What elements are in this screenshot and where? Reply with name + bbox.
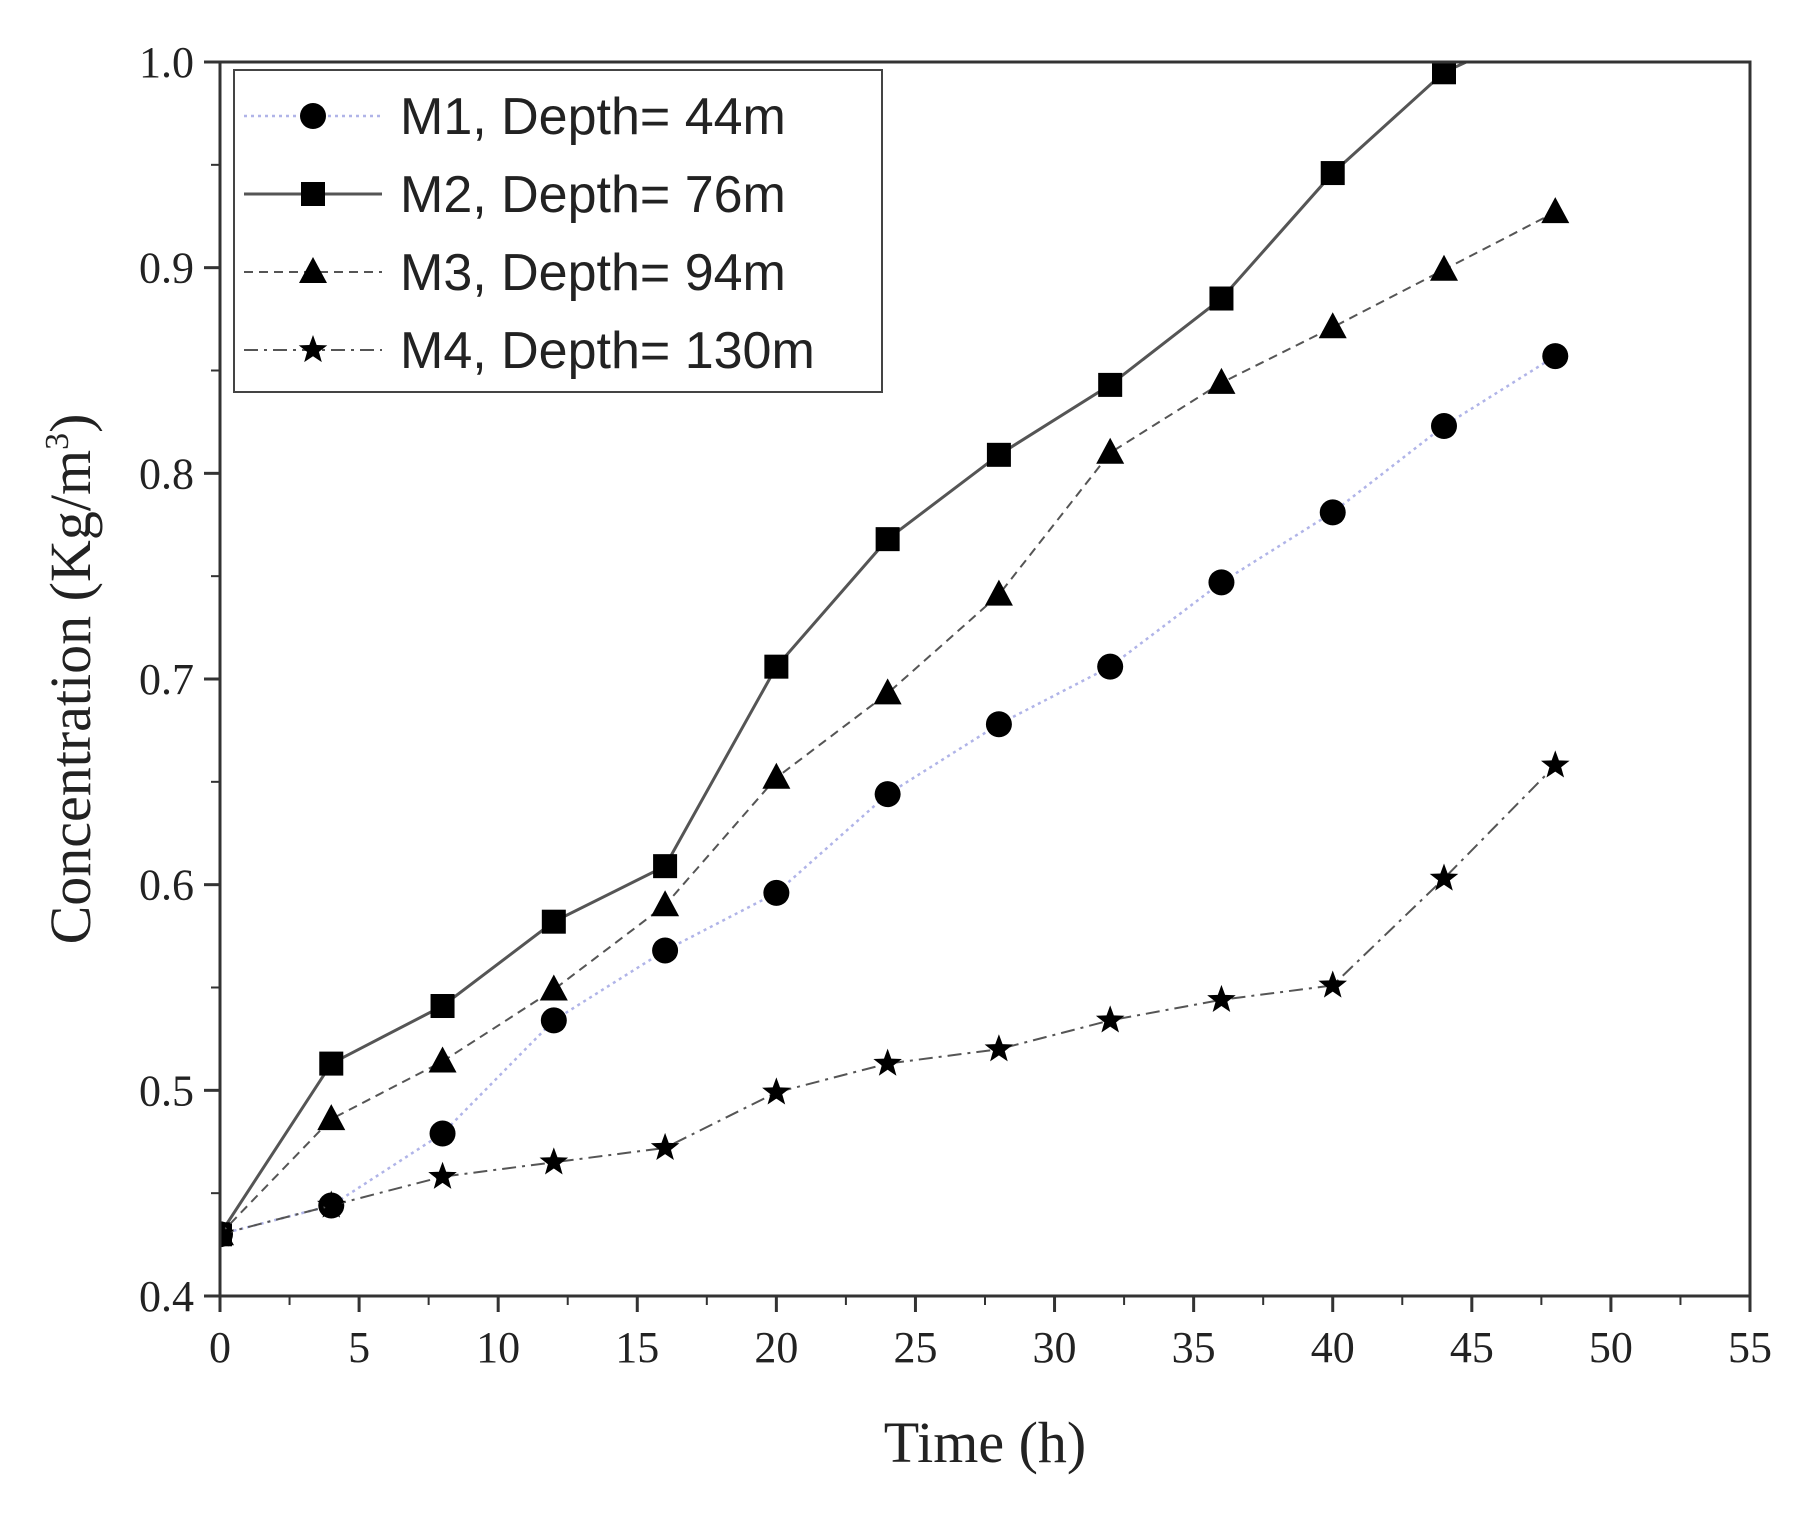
y-axis-title-superscript: 3 [39,433,76,450]
data-point-square [764,654,789,679]
data-point-circle [874,781,901,808]
y-axis-title-close: ) [38,414,103,433]
data-point-star [873,1048,902,1076]
data-point-square [986,442,1011,467]
data-point-square [875,527,900,552]
data-point-star [762,1077,791,1105]
legend-marker-star [298,335,328,363]
legend-box [233,69,883,393]
data-point-circle [1542,343,1569,370]
data-point-star [317,1190,346,1218]
legend-entry: M3, Depth= 94m [244,244,786,302]
legend-marker-circle [300,103,326,129]
legend-entry: M1, Depth= 44m [244,88,786,146]
data-point-triangle [1207,367,1236,394]
data-point-circle [540,1007,567,1034]
data-point-circle [1097,653,1124,680]
data-point-triangle [1541,197,1570,224]
data-point-triangle [539,974,568,1001]
x-tick-label: 15 [615,1323,659,1372]
data-point-circle [652,937,679,964]
legend-label: M2, Depth= 76m [400,166,786,224]
x-tick-label: 20 [754,1323,798,1372]
data-point-square [541,909,566,934]
legend-label: M1, Depth= 44m [400,88,786,146]
x-tick-label: 5 [348,1323,370,1372]
data-point-square [1320,161,1345,186]
data-point-circle [763,879,790,906]
y-tick-label: 0.9 [139,244,194,293]
x-tick-label: 50 [1589,1323,1633,1372]
x-tick-label: 40 [1311,1323,1355,1372]
data-point-square [1432,62,1456,85]
data-point-triangle [984,579,1013,606]
y-axis-title: Concentration (Kg/m3) [38,414,103,945]
x-tick-label: 25 [893,1323,937,1372]
legend-marker-square [301,182,325,206]
y-tick-label: 0.8 [139,449,194,498]
data-point-triangle [317,1104,346,1131]
y-tick-label: 0.4 [139,1272,194,1321]
data-point-circle [429,1120,456,1147]
y-tick-label: 0.6 [139,861,194,910]
y-tick-label: 0.7 [139,655,194,704]
data-point-star [1318,970,1347,998]
y-axis-title-main: Concentration (Kg/m [38,450,103,945]
data-point-triangle [873,678,902,705]
data-point-star [1095,1005,1125,1033]
x-tick-label: 45 [1450,1323,1494,1372]
legend-entry: M4, Depth= 130m [244,322,815,380]
y-tick-label: 1.0 [139,38,194,87]
data-point-triangle [651,890,680,917]
data-point-star [1429,863,1459,891]
series-layer [220,62,1570,1248]
data-point-star [220,1219,235,1247]
data-point-star [984,1034,1014,1062]
x-tick-label: 55 [1728,1323,1772,1372]
data-point-square [430,994,455,1019]
legend-entry: M2, Depth= 76m [244,166,786,224]
data-point-star [539,1147,569,1175]
y-axis: 0.4 0.5 0.6 0.7 0.8 0.9 1.0 [139,38,220,1321]
data-point-star [428,1161,457,1189]
y-tick-label: 0.5 [139,1066,194,1115]
data-point-square [1209,286,1234,311]
legend-marker-triangle [299,257,327,283]
data-point-triangle [1430,254,1458,281]
x-tick-label: 35 [1172,1323,1216,1372]
data-point-square [1098,372,1123,397]
data-point-triangle [1318,312,1347,339]
series-2 [220,62,1470,1247]
legend-label: M3, Depth= 94m [400,244,786,302]
data-point-circle [1208,569,1235,596]
data-point-square [319,1051,344,1076]
data-point-circle [1431,413,1457,440]
legend: M1, Depth= 44m M2, Depth= 76m M3, Depth= 9… [233,69,883,393]
x-axis-title: Time (h) [884,1410,1087,1475]
data-point-square [653,854,678,879]
x-axis: 0 5 10 15 20 25 30 35 40 45 50 55 [209,1296,1772,1372]
data-point-circle [1319,499,1346,526]
legend-label: M4, Depth= 130m [400,322,815,380]
data-point-star [1207,984,1236,1012]
data-point-circle [985,711,1012,738]
data-point-triangle [428,1046,457,1073]
data-point-triangle [762,762,791,789]
x-tick-label: 30 [1033,1323,1077,1372]
data-point-star [1541,750,1570,778]
data-point-star [650,1132,680,1161]
x-tick-label: 10 [476,1323,520,1372]
data-point-triangle [1096,437,1125,464]
series-4 [220,750,1570,1247]
x-tick-label: 0 [209,1323,231,1372]
